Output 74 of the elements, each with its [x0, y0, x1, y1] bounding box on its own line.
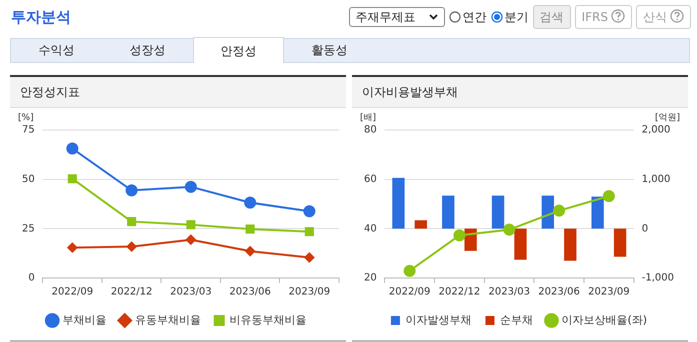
- point: [503, 224, 516, 236]
- y-tick-label: 50: [22, 174, 35, 185]
- x-tick-label: 2022/12: [438, 286, 480, 298]
- bar: [464, 228, 477, 251]
- point: [304, 227, 314, 236]
- y2-tick-label: 2,000: [642, 124, 670, 136]
- bar: [614, 228, 626, 257]
- point: [126, 184, 138, 196]
- point: [127, 217, 136, 226]
- point: [186, 234, 196, 245]
- y-axis-title: [배]: [360, 112, 376, 123]
- y-tick-label: 25: [22, 223, 35, 234]
- y-axis-title: [%]: [18, 112, 34, 123]
- x-tick-label: 2023/09: [288, 286, 330, 298]
- chart-title: 이자비용발생부채: [352, 77, 688, 108]
- y-tick-label: 80: [364, 124, 377, 136]
- y2-tick-label: 1,000: [642, 174, 670, 185]
- text: 주재무제표: [356, 8, 416, 26]
- bar: [542, 196, 554, 229]
- legend-label: 비유동부채비율: [229, 313, 306, 326]
- y2-tick-label: 0: [642, 223, 648, 234]
- y-tick-label: 20: [364, 272, 377, 284]
- point: [304, 252, 314, 262]
- legend-label: 이자보상배율(좌): [561, 313, 648, 326]
- point: [244, 196, 256, 209]
- text: 수익성: [38, 42, 76, 59]
- x-tick-label: 2022/09: [52, 286, 94, 298]
- text: IFRS: [574, 5, 632, 29]
- text: 검색: [532, 5, 571, 29]
- text: 투자분석: [11, 8, 71, 27]
- x-tick-label: 2022/12: [110, 286, 152, 298]
- point: [453, 229, 466, 242]
- text: 성장성: [128, 42, 166, 59]
- y2-axis-title: [억원]: [654, 112, 680, 123]
- text: 활동성: [310, 42, 348, 59]
- point: [184, 180, 197, 193]
- text: 안정성: [193, 37, 284, 63]
- text: 연간: [462, 8, 487, 26]
- y2-tick-label: -1,000: [642, 272, 674, 284]
- y-tick-label: 60: [364, 174, 377, 185]
- point: [67, 242, 78, 253]
- bar: [514, 228, 527, 260]
- legend-label: 유동부채비율: [134, 313, 201, 326]
- bar: [564, 228, 576, 261]
- point: [66, 142, 78, 155]
- x-tick-label: 2023/03: [488, 286, 530, 298]
- x-tick-label: 2023/06: [229, 286, 271, 298]
- point: [68, 174, 77, 184]
- bar: [392, 178, 405, 229]
- x-tick-label: 2022/09: [388, 286, 430, 298]
- bar: [442, 196, 454, 229]
- chart-title: 안정성지표: [10, 77, 346, 108]
- legend-label: 이자발생부채: [405, 313, 472, 326]
- y-tick-label: 0: [28, 272, 35, 284]
- y-tick-label: 40: [364, 223, 377, 234]
- point: [404, 264, 416, 277]
- x-tick-label: 2023/03: [170, 286, 212, 298]
- point: [126, 242, 137, 252]
- x-tick-label: 2023/09: [588, 286, 630, 298]
- legend-label: 부채비율: [62, 313, 106, 326]
- point: [553, 204, 566, 217]
- bar: [591, 196, 604, 229]
- point: [303, 205, 316, 218]
- legend-label: 순부채: [500, 313, 533, 326]
- point: [245, 246, 256, 256]
- bar: [414, 220, 427, 229]
- text: 분기: [504, 8, 529, 26]
- point: [186, 220, 196, 230]
- text: 산식: [636, 5, 691, 29]
- point: [602, 190, 615, 202]
- x-tick-label: 2023/06: [538, 286, 580, 298]
- bar: [492, 196, 504, 229]
- y-tick-label: 75: [22, 124, 35, 136]
- point: [246, 224, 255, 234]
